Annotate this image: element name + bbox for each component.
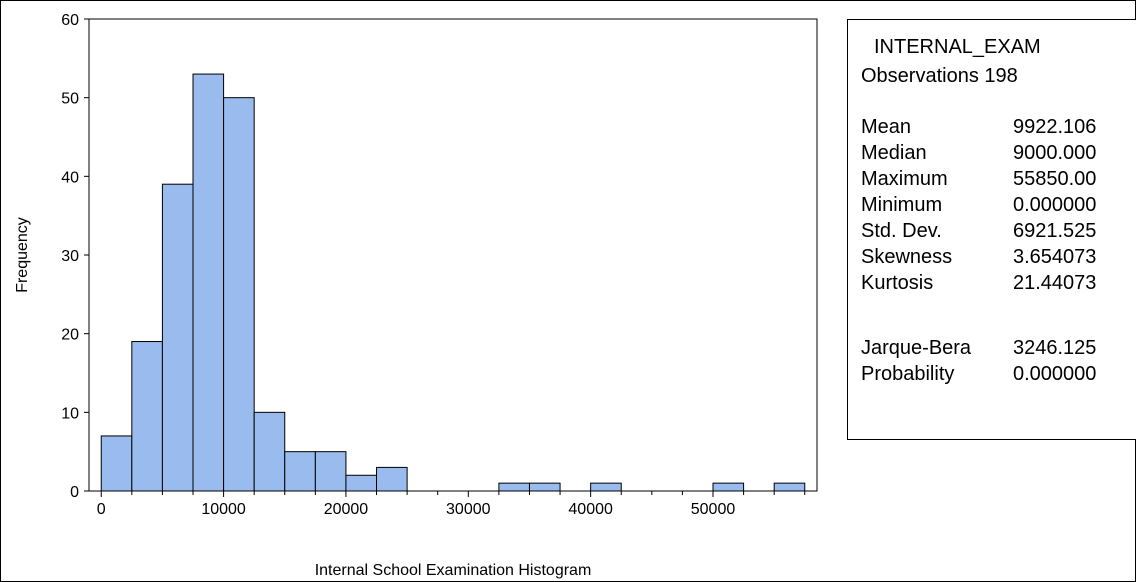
stats-series-name: INTERNAL_EXAM: [874, 36, 1041, 58]
stat-value: 0.000000: [1013, 194, 1097, 216]
stat-value: 9000.000: [1013, 142, 1097, 164]
stat-value: 3246.125: [1013, 337, 1097, 359]
stat-name: Maximum: [861, 168, 948, 190]
y-axis-ticks: 0 10 20 30 40 50 60: [61, 12, 89, 501]
x-tick-label: 10000: [201, 501, 246, 518]
stat-name: Median: [861, 142, 927, 164]
y-tick-label: 10: [61, 405, 79, 422]
stat-row-median: Median 9000.000: [861, 141, 1136, 165]
x-tick-label: 0: [97, 501, 106, 518]
stat-value: 21.44073: [1013, 272, 1097, 294]
x-tick-label: 20000: [324, 501, 369, 518]
histogram-bar: [192, 73, 225, 492]
histogram-bars: [100, 73, 806, 492]
histogram-bar: [100, 435, 133, 492]
y-tick-label: 40: [61, 169, 79, 186]
stat-row-kurtosis: Kurtosis 21.44073: [861, 271, 1136, 295]
descriptive-stats-panel: INTERNAL_EXAM Observations 198 Mean 9922…: [847, 19, 1136, 440]
histogram-bar: [773, 482, 806, 492]
stat-name: Skewness: [861, 246, 953, 268]
histogram-bar: [253, 411, 286, 492]
x-tick-label: 50000: [691, 501, 736, 518]
histogram-bar: [314, 451, 347, 492]
x-axis-ticks: 0 10000 20000 30000 40000 50000: [97, 491, 806, 518]
stat-value: 6921.525: [1013, 220, 1097, 242]
stat-row-mean: Mean 9922.106: [861, 115, 1136, 139]
histogram-bar: [345, 474, 378, 492]
y-tick-label: 20: [61, 327, 79, 344]
x-axis-label: Internal School Examination Histogram: [315, 562, 592, 579]
y-tick-label: 60: [61, 12, 79, 29]
stat-value: 3.654073: [1013, 246, 1097, 268]
y-tick-label: 30: [61, 248, 79, 265]
histogram-bar: [161, 183, 194, 492]
stat-name: Kurtosis: [861, 272, 934, 294]
x-tick-label: 30000: [446, 501, 491, 518]
stat-row-std-dev: Std. Dev. 6921.525: [861, 219, 1136, 243]
stat-value: 55850.00: [1013, 168, 1097, 190]
histogram-bar: [590, 482, 622, 492]
stat-name: Std. Dev.: [861, 220, 942, 242]
stat-row-maximum: Maximum 55850.00: [861, 167, 1136, 191]
stat-row-probability: Probability 0.000000: [861, 362, 1136, 386]
y-axis-label: Frequency: [14, 217, 31, 293]
histogram-bar: [712, 482, 745, 492]
stat-name: Jarque-Bera: [861, 337, 972, 359]
stat-name: Probability: [861, 363, 955, 385]
stat-name: Minimum: [861, 194, 943, 216]
histogram-bar: [223, 97, 255, 492]
stat-row-jarque-bera: Jarque-Bera 3246.125: [861, 336, 1136, 360]
stat-value: 0.000000: [1013, 363, 1097, 385]
y-tick-label: 50: [61, 91, 79, 108]
plot-area-border: [88, 18, 818, 492]
histogram-bar: [284, 451, 316, 492]
stats-observations: Observations 198: [861, 65, 1018, 87]
histogram-bar: [528, 482, 561, 492]
histogram-bar: [131, 341, 163, 492]
histogram-bar: [498, 482, 530, 492]
stat-value: 9922.106: [1013, 116, 1097, 138]
stat-row-minimum: Minimum 0.000000: [861, 193, 1136, 217]
y-tick-label: 0: [70, 484, 79, 501]
histogram-bar: [376, 466, 408, 492]
stat-row-skewness: Skewness 3.654073: [861, 245, 1136, 269]
stat-name: Mean: [861, 116, 912, 138]
x-tick-label: 40000: [568, 501, 613, 518]
